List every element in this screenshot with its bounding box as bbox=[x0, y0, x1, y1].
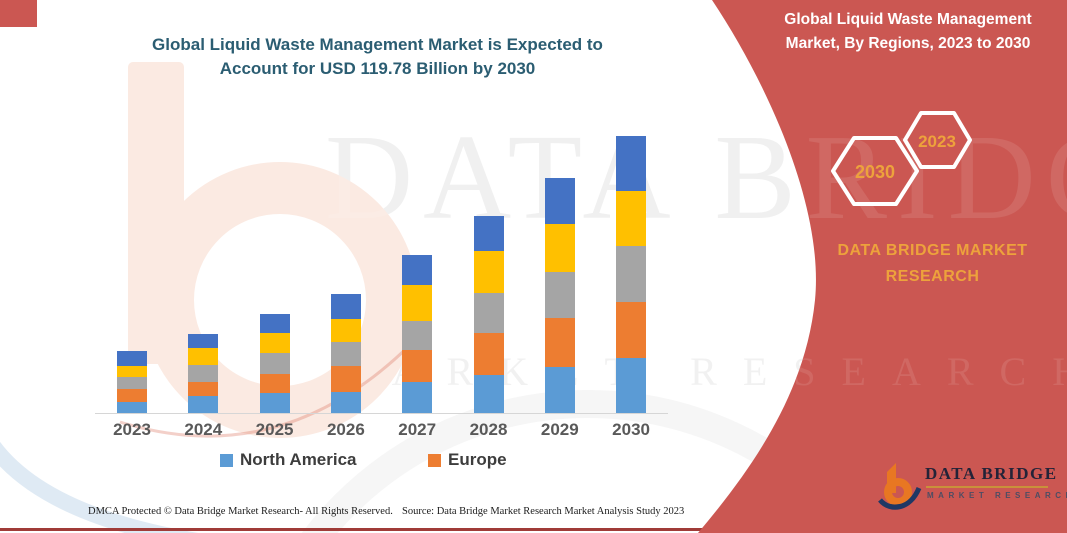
logo-underline bbox=[926, 486, 1048, 488]
bar-segment-2025-3 bbox=[259, 353, 290, 375]
logo-b-icon bbox=[878, 463, 922, 510]
banner-title-line1: Global Liquid Waste Management bbox=[784, 11, 1032, 28]
banner-title: Global Liquid Waste Management Market, B… bbox=[752, 8, 1064, 56]
bar-segment-2028-1 bbox=[473, 375, 504, 413]
chart-title-line1: Global Liquid Waste Management Market is… bbox=[152, 35, 603, 54]
year-label-2028: 2028 bbox=[469, 420, 508, 439]
bar-segment-2029-1 bbox=[544, 366, 575, 413]
data-bridge-logo: DATA BRIDGE MARKET RESEARCH bbox=[878, 458, 1067, 520]
legend-label: North America bbox=[240, 450, 357, 469]
bar-segment-2023-5 bbox=[117, 351, 147, 366]
chart-title-line2: Account for USD 119.78 Billion by 2030 bbox=[219, 59, 536, 78]
year-label-2027: 2027 bbox=[398, 420, 437, 439]
bar-segment-2023-2 bbox=[117, 389, 147, 402]
bar-segment-2029-2 bbox=[544, 317, 575, 367]
bar-segment-2028-3 bbox=[473, 293, 504, 333]
bar-segment-2027-1 bbox=[402, 382, 433, 413]
bar-2025 bbox=[259, 314, 290, 413]
bar-segment-2025-1 bbox=[259, 393, 290, 413]
hexagon-2023 bbox=[903, 111, 972, 169]
dmca-notice: DMCA Protected © Data Bridge Market Rese… bbox=[88, 506, 393, 517]
bar-segment-2027-3 bbox=[402, 321, 433, 351]
bar-segment-2023-1 bbox=[117, 401, 147, 413]
bar-2030 bbox=[616, 136, 647, 413]
stacked-bar-chart bbox=[95, 130, 670, 414]
bar-segment-2030-4 bbox=[616, 191, 647, 247]
bar-segment-2026-2 bbox=[330, 366, 361, 392]
bar-segment-2030-2 bbox=[616, 302, 647, 358]
year-hexagons: 2030 2023 bbox=[831, 111, 972, 206]
x-axis-line bbox=[95, 413, 668, 414]
bar-segment-2027-4 bbox=[402, 285, 433, 322]
bar-2024 bbox=[188, 334, 219, 413]
hexagon-2023-label: 2023 bbox=[918, 132, 956, 151]
bar-segment-2030-1 bbox=[616, 357, 647, 413]
bar-segment-2026-3 bbox=[330, 342, 361, 367]
brand-line2: RESEARCH bbox=[885, 268, 980, 285]
bar-segment-2024-2 bbox=[188, 382, 219, 397]
legend-label: Europe bbox=[448, 450, 507, 469]
source-note: Source: Data Bridge Market Research Mark… bbox=[402, 506, 685, 517]
bar-segment-2030-3 bbox=[616, 246, 647, 303]
hexagon-2030 bbox=[831, 136, 919, 206]
logo-name: DATA BRIDGE bbox=[925, 464, 1058, 483]
logo-subtitle: MARKET RESEARCH bbox=[927, 491, 1067, 500]
banner-title-line2: Market, By Regions, 2023 to 2030 bbox=[785, 35, 1031, 52]
year-label-2029: 2029 bbox=[540, 420, 579, 439]
bar-segment-2029-3 bbox=[544, 271, 575, 318]
chart-legend: North America Europe bbox=[95, 450, 670, 476]
bar-segment-2024-3 bbox=[188, 365, 219, 383]
x-axis-labels: 2023 2024 2025 2026 2027 2028 2029 2030 bbox=[95, 420, 670, 444]
bar-segment-2023-4 bbox=[117, 365, 147, 378]
legend-swatch bbox=[428, 453, 441, 467]
legend-swatch bbox=[220, 453, 233, 467]
year-label-2025: 2025 bbox=[255, 420, 294, 439]
bar-segment-2026-5 bbox=[330, 294, 361, 320]
bar-segment-2026-4 bbox=[330, 319, 361, 343]
bar-segment-2028-4 bbox=[473, 250, 504, 293]
bar-2023 bbox=[117, 351, 147, 413]
bar-segment-2028-5 bbox=[473, 216, 504, 251]
year-label-2023: 2023 bbox=[113, 420, 151, 439]
bar-segment-2025-5 bbox=[259, 314, 290, 334]
bar-segment-2023-3 bbox=[117, 377, 147, 390]
bar-2026 bbox=[330, 294, 361, 413]
brand-line1: DATA BRIDGE MARKET bbox=[837, 242, 1028, 259]
bottom-accent-line bbox=[0, 528, 1067, 531]
bar-2029 bbox=[544, 177, 575, 413]
bar-segment-2029-4 bbox=[544, 223, 575, 272]
bar-segment-2027-2 bbox=[402, 350, 433, 383]
bar-segment-2025-4 bbox=[259, 333, 290, 354]
chart-title: Global Liquid Waste Management Market is… bbox=[85, 33, 670, 81]
bar-segment-2028-2 bbox=[473, 333, 504, 376]
bar-2028 bbox=[473, 216, 504, 413]
bar-segment-2026-1 bbox=[330, 391, 361, 413]
bar-segment-2024-4 bbox=[188, 348, 219, 366]
bar-2027 bbox=[402, 255, 433, 413]
year-label-2024: 2024 bbox=[184, 420, 223, 439]
brand-wordmark: DATA BRIDGE MARKET RESEARCH bbox=[790, 238, 1067, 290]
bar-segment-2030-5 bbox=[616, 136, 647, 192]
bar-segment-2024-1 bbox=[188, 396, 219, 413]
hexagon-2030-label: 2030 bbox=[855, 162, 895, 182]
legend-item-europe: Europe bbox=[428, 450, 507, 470]
bar-segment-2025-2 bbox=[259, 374, 290, 394]
year-label-2026: 2026 bbox=[326, 420, 365, 439]
bar-segment-2029-5 bbox=[544, 177, 575, 224]
watermark-subtitle-on-red: MARKET RESEARCH bbox=[330, 349, 1067, 394]
bar-segment-2024-5 bbox=[188, 334, 219, 349]
legend-item-north-america: North America bbox=[220, 450, 357, 470]
bar-segment-2027-5 bbox=[402, 255, 433, 286]
year-label-2030: 2030 bbox=[612, 420, 650, 439]
